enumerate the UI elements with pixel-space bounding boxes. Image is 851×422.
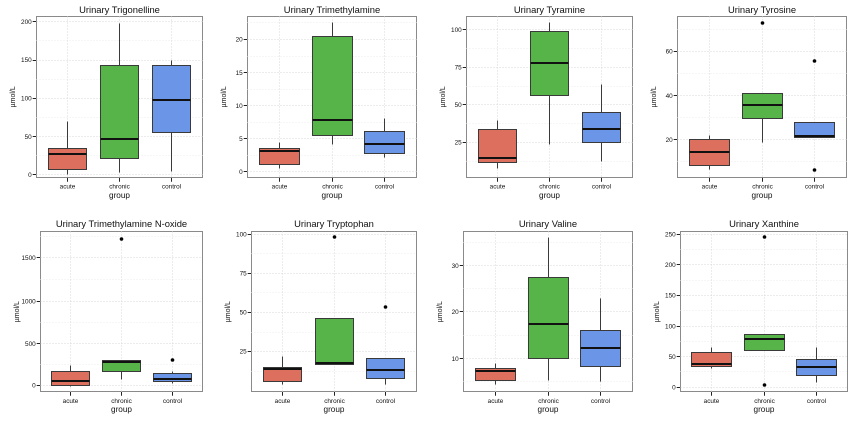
svg-text:50: 50 (669, 354, 677, 361)
svg-text:0: 0 (239, 169, 243, 176)
svg-text:acute: acute (704, 398, 720, 405)
svg-text:group: group (539, 191, 560, 200)
svg-text:100: 100 (236, 232, 247, 239)
svg-text:40: 40 (666, 93, 674, 100)
svg-text:Urinary Trimethylamine: Urinary Trimethylamine (284, 4, 380, 15)
svg-text:Urinary Trigonelline: Urinary Trigonelline (79, 4, 160, 15)
svg-text:acute: acute (63, 398, 79, 405)
svg-text:Urinary Trimethylamine N-oxide: Urinary Trimethylamine N-oxide (56, 218, 187, 229)
svg-text:µmol/L: µmol/L (10, 86, 17, 107)
svg-text:control: control (163, 398, 182, 405)
svg-text:150: 150 (665, 293, 676, 300)
svg-text:Urinary Tryptophan: Urinary Tryptophan (294, 218, 374, 229)
svg-text:Urinary Xanthine: Urinary Xanthine (729, 218, 799, 229)
svg-text:15: 15 (236, 70, 244, 77)
svg-text:acute: acute (272, 184, 288, 191)
svg-text:60: 60 (666, 49, 674, 56)
svg-text:20: 20 (666, 137, 674, 144)
svg-text:0: 0 (28, 172, 32, 179)
svg-text:chronic: chronic (109, 184, 130, 191)
svg-text:Urinary Valine: Urinary Valine (519, 218, 577, 229)
svg-text:0: 0 (672, 384, 676, 391)
svg-text:chronic: chronic (111, 398, 132, 405)
svg-text:chronic: chronic (324, 398, 345, 405)
svg-text:group: group (754, 405, 775, 414)
svg-text:75: 75 (240, 271, 248, 278)
svg-text:1000: 1000 (21, 298, 36, 305)
svg-text:control: control (375, 184, 394, 191)
svg-text:chronic: chronic (754, 398, 775, 405)
svg-text:50: 50 (25, 134, 33, 141)
svg-text:5: 5 (239, 136, 243, 143)
svg-text:group: group (111, 405, 132, 414)
svg-text:20: 20 (452, 309, 460, 316)
svg-text:50: 50 (455, 102, 463, 109)
svg-text:chronic: chronic (539, 184, 560, 191)
svg-text:µmol/L: µmol/L (14, 301, 21, 322)
svg-text:control: control (805, 184, 824, 191)
svg-text:acute: acute (60, 184, 76, 191)
svg-text:20: 20 (236, 37, 244, 44)
svg-text:µmol/L: µmol/L (437, 301, 444, 322)
svg-text:chronic: chronic (322, 184, 343, 191)
svg-text:100: 100 (451, 27, 462, 34)
svg-text:µmol/L: µmol/L (654, 301, 661, 322)
svg-text:control: control (592, 184, 611, 191)
svg-text:control: control (807, 398, 826, 405)
svg-text:group: group (538, 405, 559, 414)
svg-text:75: 75 (455, 65, 463, 72)
svg-text:100: 100 (21, 96, 32, 103)
svg-text:acute: acute (275, 398, 291, 405)
svg-text:200: 200 (665, 262, 676, 269)
svg-text:chronic: chronic (538, 398, 559, 405)
svg-text:Urinary Tyrosine: Urinary Tyrosine (728, 4, 796, 15)
svg-text:Urinary Tyramine: Urinary Tyramine (514, 4, 585, 15)
svg-text:500: 500 (25, 341, 36, 348)
svg-text:25: 25 (240, 349, 248, 356)
svg-text:1500: 1500 (21, 255, 36, 262)
svg-text:25: 25 (455, 140, 463, 147)
svg-text:0: 0 (32, 383, 36, 390)
svg-text:µmol/L: µmol/L (221, 86, 228, 107)
svg-text:acute: acute (488, 398, 504, 405)
svg-text:control: control (376, 398, 395, 405)
svg-text:100: 100 (665, 323, 676, 330)
svg-text:50: 50 (240, 310, 248, 317)
svg-text:150: 150 (21, 57, 32, 64)
svg-text:group: group (752, 191, 773, 200)
svg-text:µmol/L: µmol/L (440, 86, 447, 107)
svg-text:chronic: chronic (752, 184, 773, 191)
svg-text:group: group (109, 191, 130, 200)
svg-text:acute: acute (490, 184, 506, 191)
svg-text:acute: acute (702, 184, 718, 191)
svg-text:200: 200 (21, 19, 32, 26)
svg-text:control: control (591, 398, 610, 405)
svg-text:10: 10 (236, 103, 244, 110)
svg-text:µmol/L: µmol/L (651, 86, 658, 107)
svg-text:30: 30 (452, 263, 460, 270)
svg-text:control: control (162, 184, 181, 191)
svg-text:µmol/L: µmol/L (225, 301, 232, 322)
svg-text:10: 10 (452, 356, 460, 363)
svg-text:group: group (322, 191, 343, 200)
svg-text:group: group (324, 405, 345, 414)
svg-text:250: 250 (665, 232, 676, 239)
